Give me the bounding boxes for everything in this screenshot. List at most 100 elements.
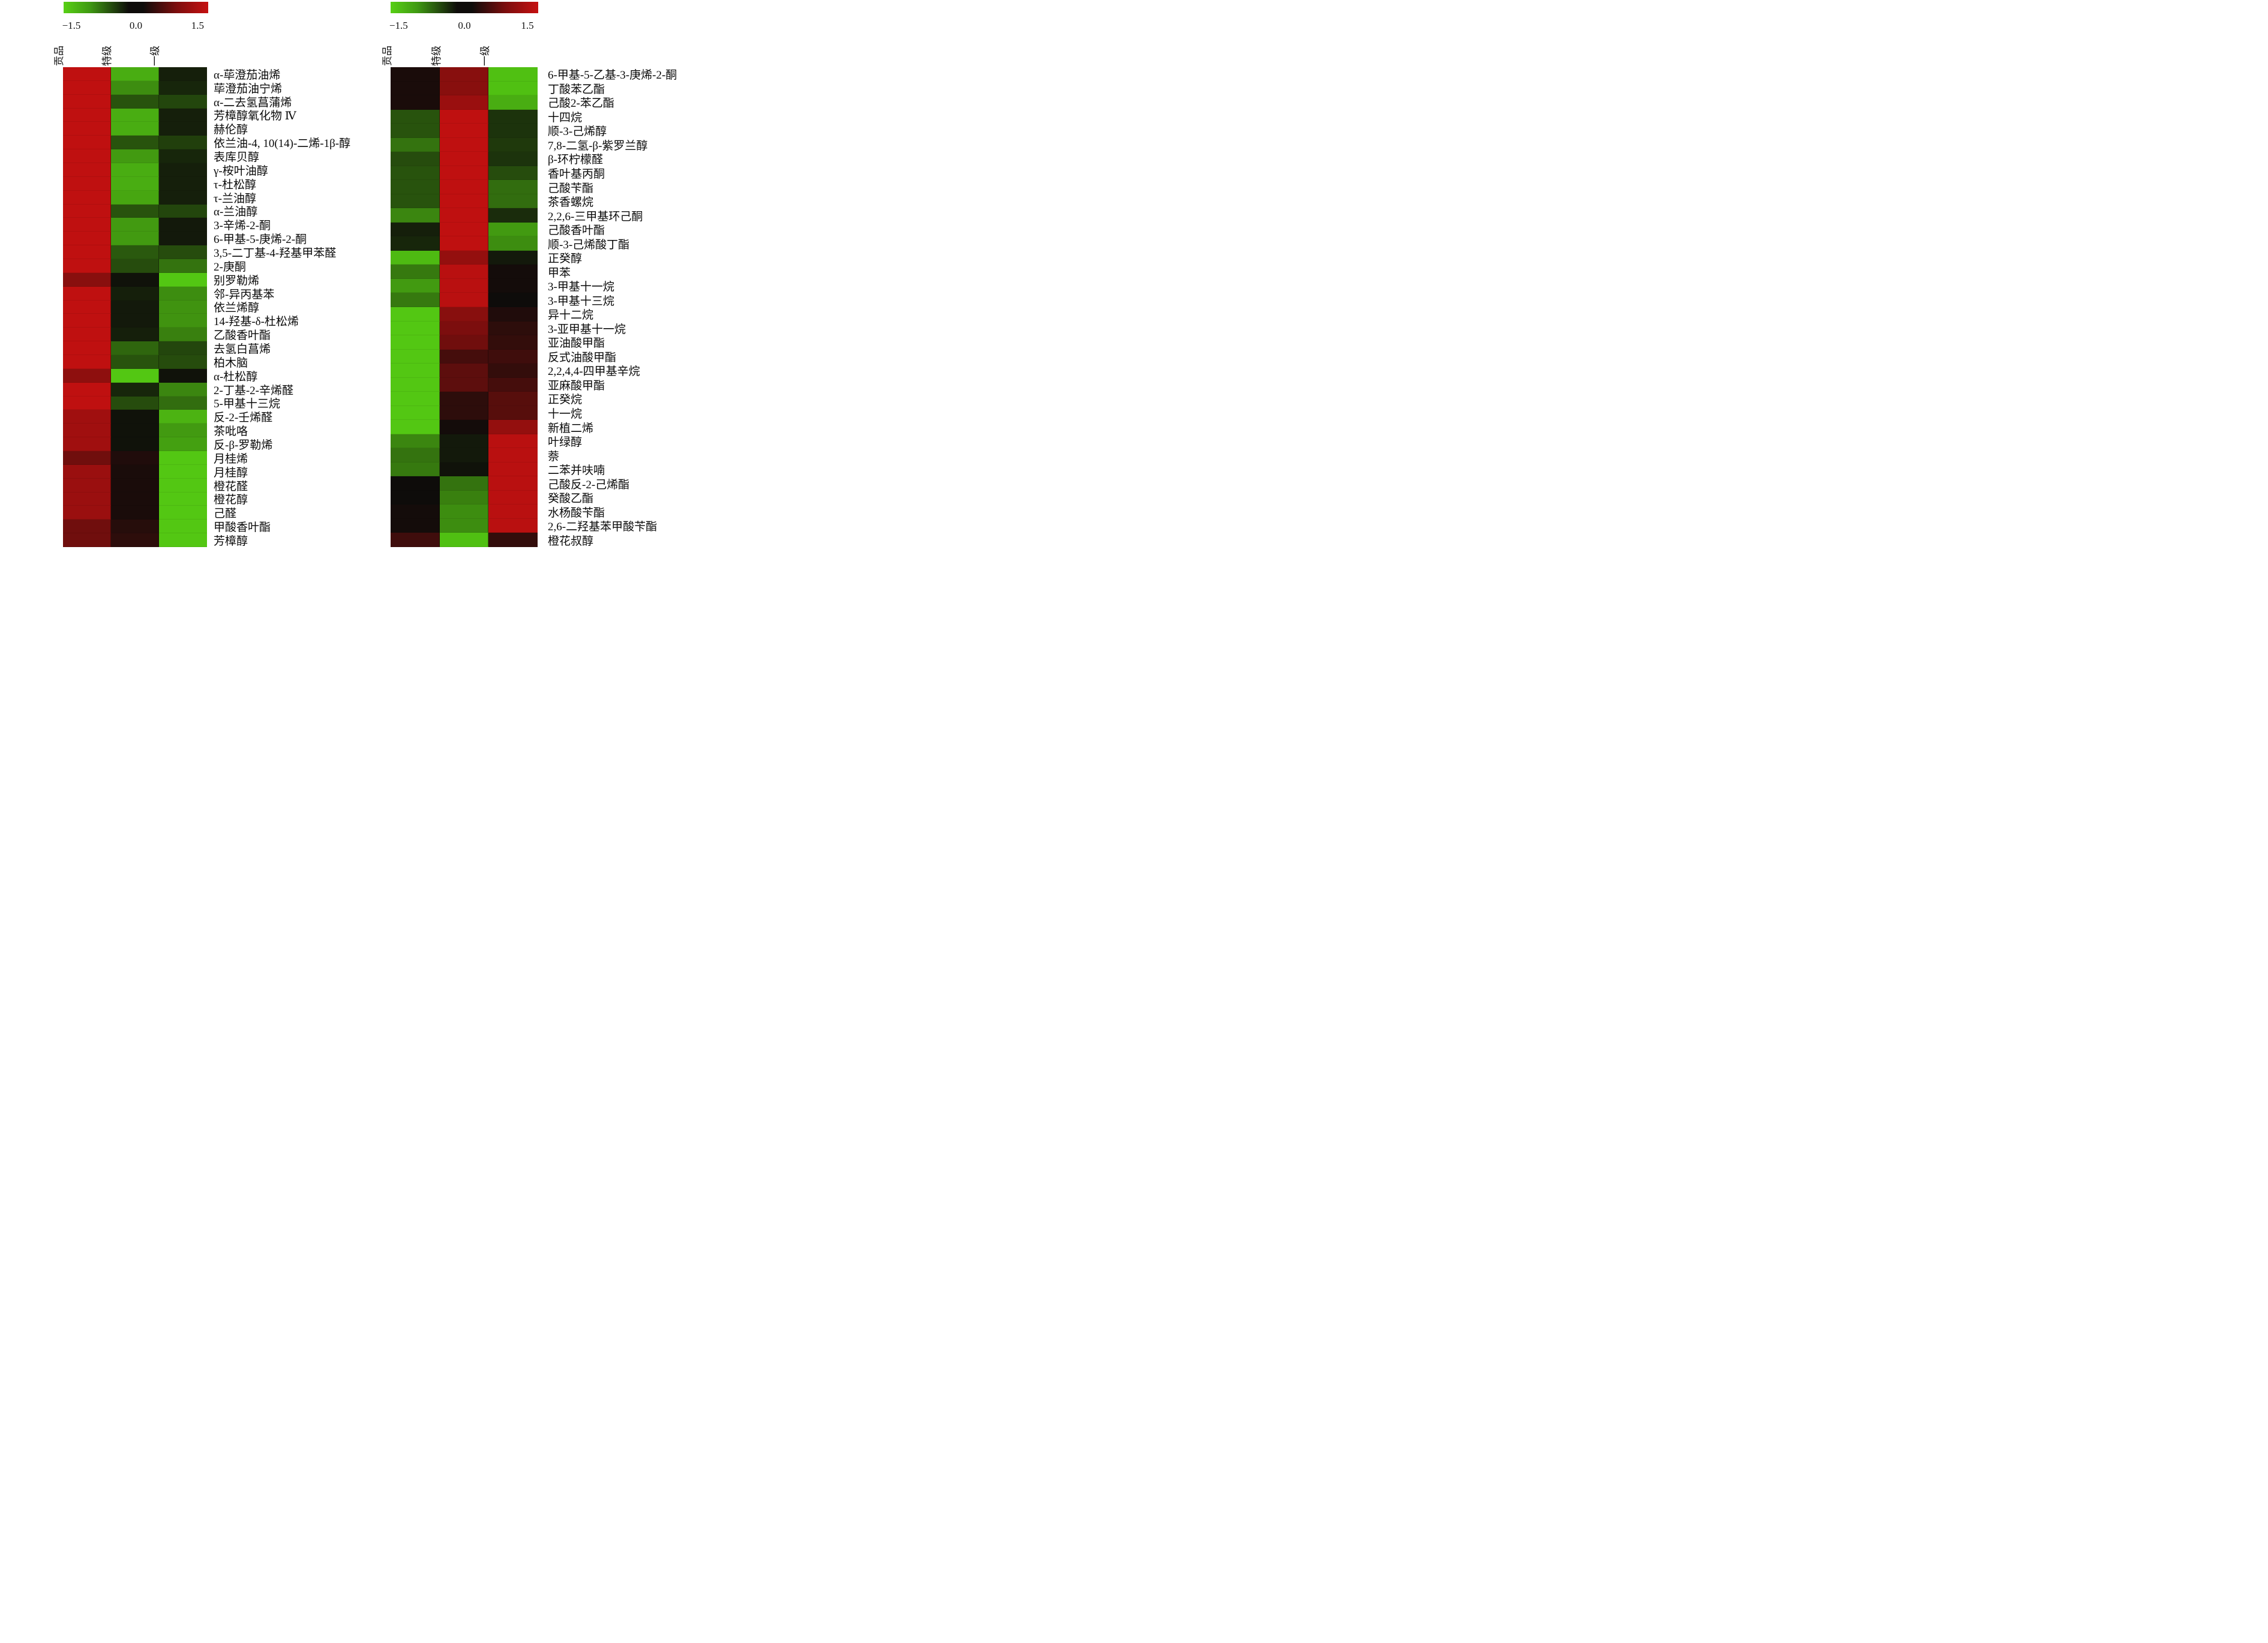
heatmap-cell	[391, 265, 440, 279]
row-label: 依兰烯醇	[214, 302, 260, 315]
heatmap-cell	[63, 368, 111, 383]
row-label: 3-甲基十一烷	[548, 281, 614, 294]
heatmap-cell	[391, 321, 440, 336]
heatmap-cell	[63, 437, 111, 451]
row-label: 表库贝醇	[214, 151, 260, 164]
heatmap-cell	[159, 94, 207, 109]
heatmap-cell	[63, 176, 111, 191]
heatmap-cell	[391, 448, 440, 462]
row-label: 茶香螺烷	[548, 196, 594, 209]
row-label: 柏木脑	[214, 356, 248, 370]
heatmap-cell	[488, 434, 538, 449]
heatmap-cell	[488, 533, 538, 547]
row-label: 十一烷	[548, 407, 583, 420]
heatmap-cell	[111, 437, 159, 451]
heatmap-cell	[63, 506, 111, 520]
heatmap-cell	[111, 259, 159, 273]
heatmap-cell	[111, 136, 159, 150]
heatmap-cell	[111, 176, 159, 191]
row-label: 己酸香叶酯	[548, 224, 605, 238]
heatmap-cell	[111, 519, 159, 534]
heatmap-cell	[159, 437, 207, 451]
heatmap-cell	[63, 163, 111, 177]
heatmap-cell	[159, 190, 207, 205]
heatmap-cell	[439, 166, 489, 181]
row-label: 7,8-二氢-β-紫罗兰醇	[548, 139, 648, 152]
heatmap-cell	[391, 392, 440, 406]
heatmap-cell	[63, 80, 111, 95]
heatmap-cell	[111, 149, 159, 163]
row-label: 14-羟基-δ-杜松烯	[214, 316, 299, 329]
column-header-特级: 特级	[430, 46, 442, 66]
row-label: β-环柠檬醛	[548, 154, 603, 167]
row-label: 癸酸乙酯	[548, 492, 594, 506]
row-label: 赫伦醇	[214, 124, 248, 137]
row-label: 顺-3-己烯酸丁酯	[548, 238, 630, 251]
heatmap-cell	[488, 476, 538, 491]
row-label: 月桂醇	[214, 466, 248, 479]
heatmap-cell	[488, 180, 538, 194]
heatmap-cell	[159, 492, 207, 506]
heatmap-cell	[159, 136, 207, 150]
heatmap-cell	[391, 504, 440, 519]
row-label: 二苯并呋喃	[548, 464, 605, 477]
row-label: α-兰油醇	[214, 206, 258, 219]
heatmap-cell	[488, 307, 538, 322]
heatmap-cell	[111, 410, 159, 424]
heatmap-cell	[111, 286, 159, 301]
heatmap-cell	[488, 349, 538, 364]
colorbar-tick-max: 1.5	[521, 20, 534, 31]
heatmap-cell	[159, 368, 207, 383]
heatmap-cell	[439, 504, 489, 519]
heatmap-cell	[439, 335, 489, 350]
row-label: 甲酸香叶酯	[214, 521, 271, 534]
heatmap-cell	[488, 95, 538, 110]
heatmap-cell	[391, 81, 440, 96]
heatmap-cell	[439, 278, 489, 293]
colorbar-left: −1.5 0.0 1.5	[62, 2, 208, 31]
heatmap-cell	[159, 259, 207, 273]
heatmap-cell	[439, 250, 489, 265]
heatmap-cell	[159, 328, 207, 342]
heatmap-cell	[63, 423, 111, 438]
row-label: 正癸醇	[548, 253, 583, 266]
heatmap-cell	[63, 328, 111, 342]
heatmap-cell	[488, 335, 538, 350]
row-label: 香叶基丙酮	[548, 167, 605, 181]
heatmap-cell	[159, 122, 207, 136]
heatmap-cell	[159, 204, 207, 218]
column-header-贡品: 贡品	[381, 46, 393, 66]
heatmap-cell	[111, 368, 159, 383]
heatmap-cell	[391, 236, 440, 251]
heatmap-cell	[391, 434, 440, 449]
heatmap-cell	[391, 533, 440, 547]
row-label: 反式油酸甲酯	[548, 351, 617, 364]
heatmap-cell	[488, 406, 538, 420]
row-label: 顺-3-己烯醇	[548, 125, 607, 139]
row-label: 十四烷	[548, 111, 583, 124]
heatmap-cell	[111, 533, 159, 547]
heatmap-cell	[159, 506, 207, 520]
heatmap-cell	[391, 406, 440, 420]
heatmap-cell	[111, 122, 159, 136]
heatmap-cell	[439, 321, 489, 336]
heatmap-cell	[63, 519, 111, 534]
heatmap-cell	[111, 300, 159, 314]
heatmap-cell	[488, 420, 538, 434]
row-label: 2-庚酮	[214, 260, 246, 274]
heatmap-cell	[159, 396, 207, 410]
heatmap-cell	[111, 396, 159, 410]
heatmap-cell	[63, 341, 111, 355]
heatmap-cell	[159, 272, 207, 287]
heatmap-cell	[111, 451, 159, 465]
heatmap-cell	[488, 194, 538, 209]
row-label: α-杜松醇	[214, 370, 258, 383]
row-label: 己酸苄酯	[548, 182, 594, 195]
heatmap-cell	[111, 506, 159, 520]
heatmap-cell	[439, 222, 489, 237]
heatmap-cell	[391, 124, 440, 138]
heatmap-cell	[439, 518, 489, 533]
heatmap-cell	[63, 478, 111, 492]
heatmap-cell	[391, 95, 440, 110]
heatmap-cell	[391, 152, 440, 166]
